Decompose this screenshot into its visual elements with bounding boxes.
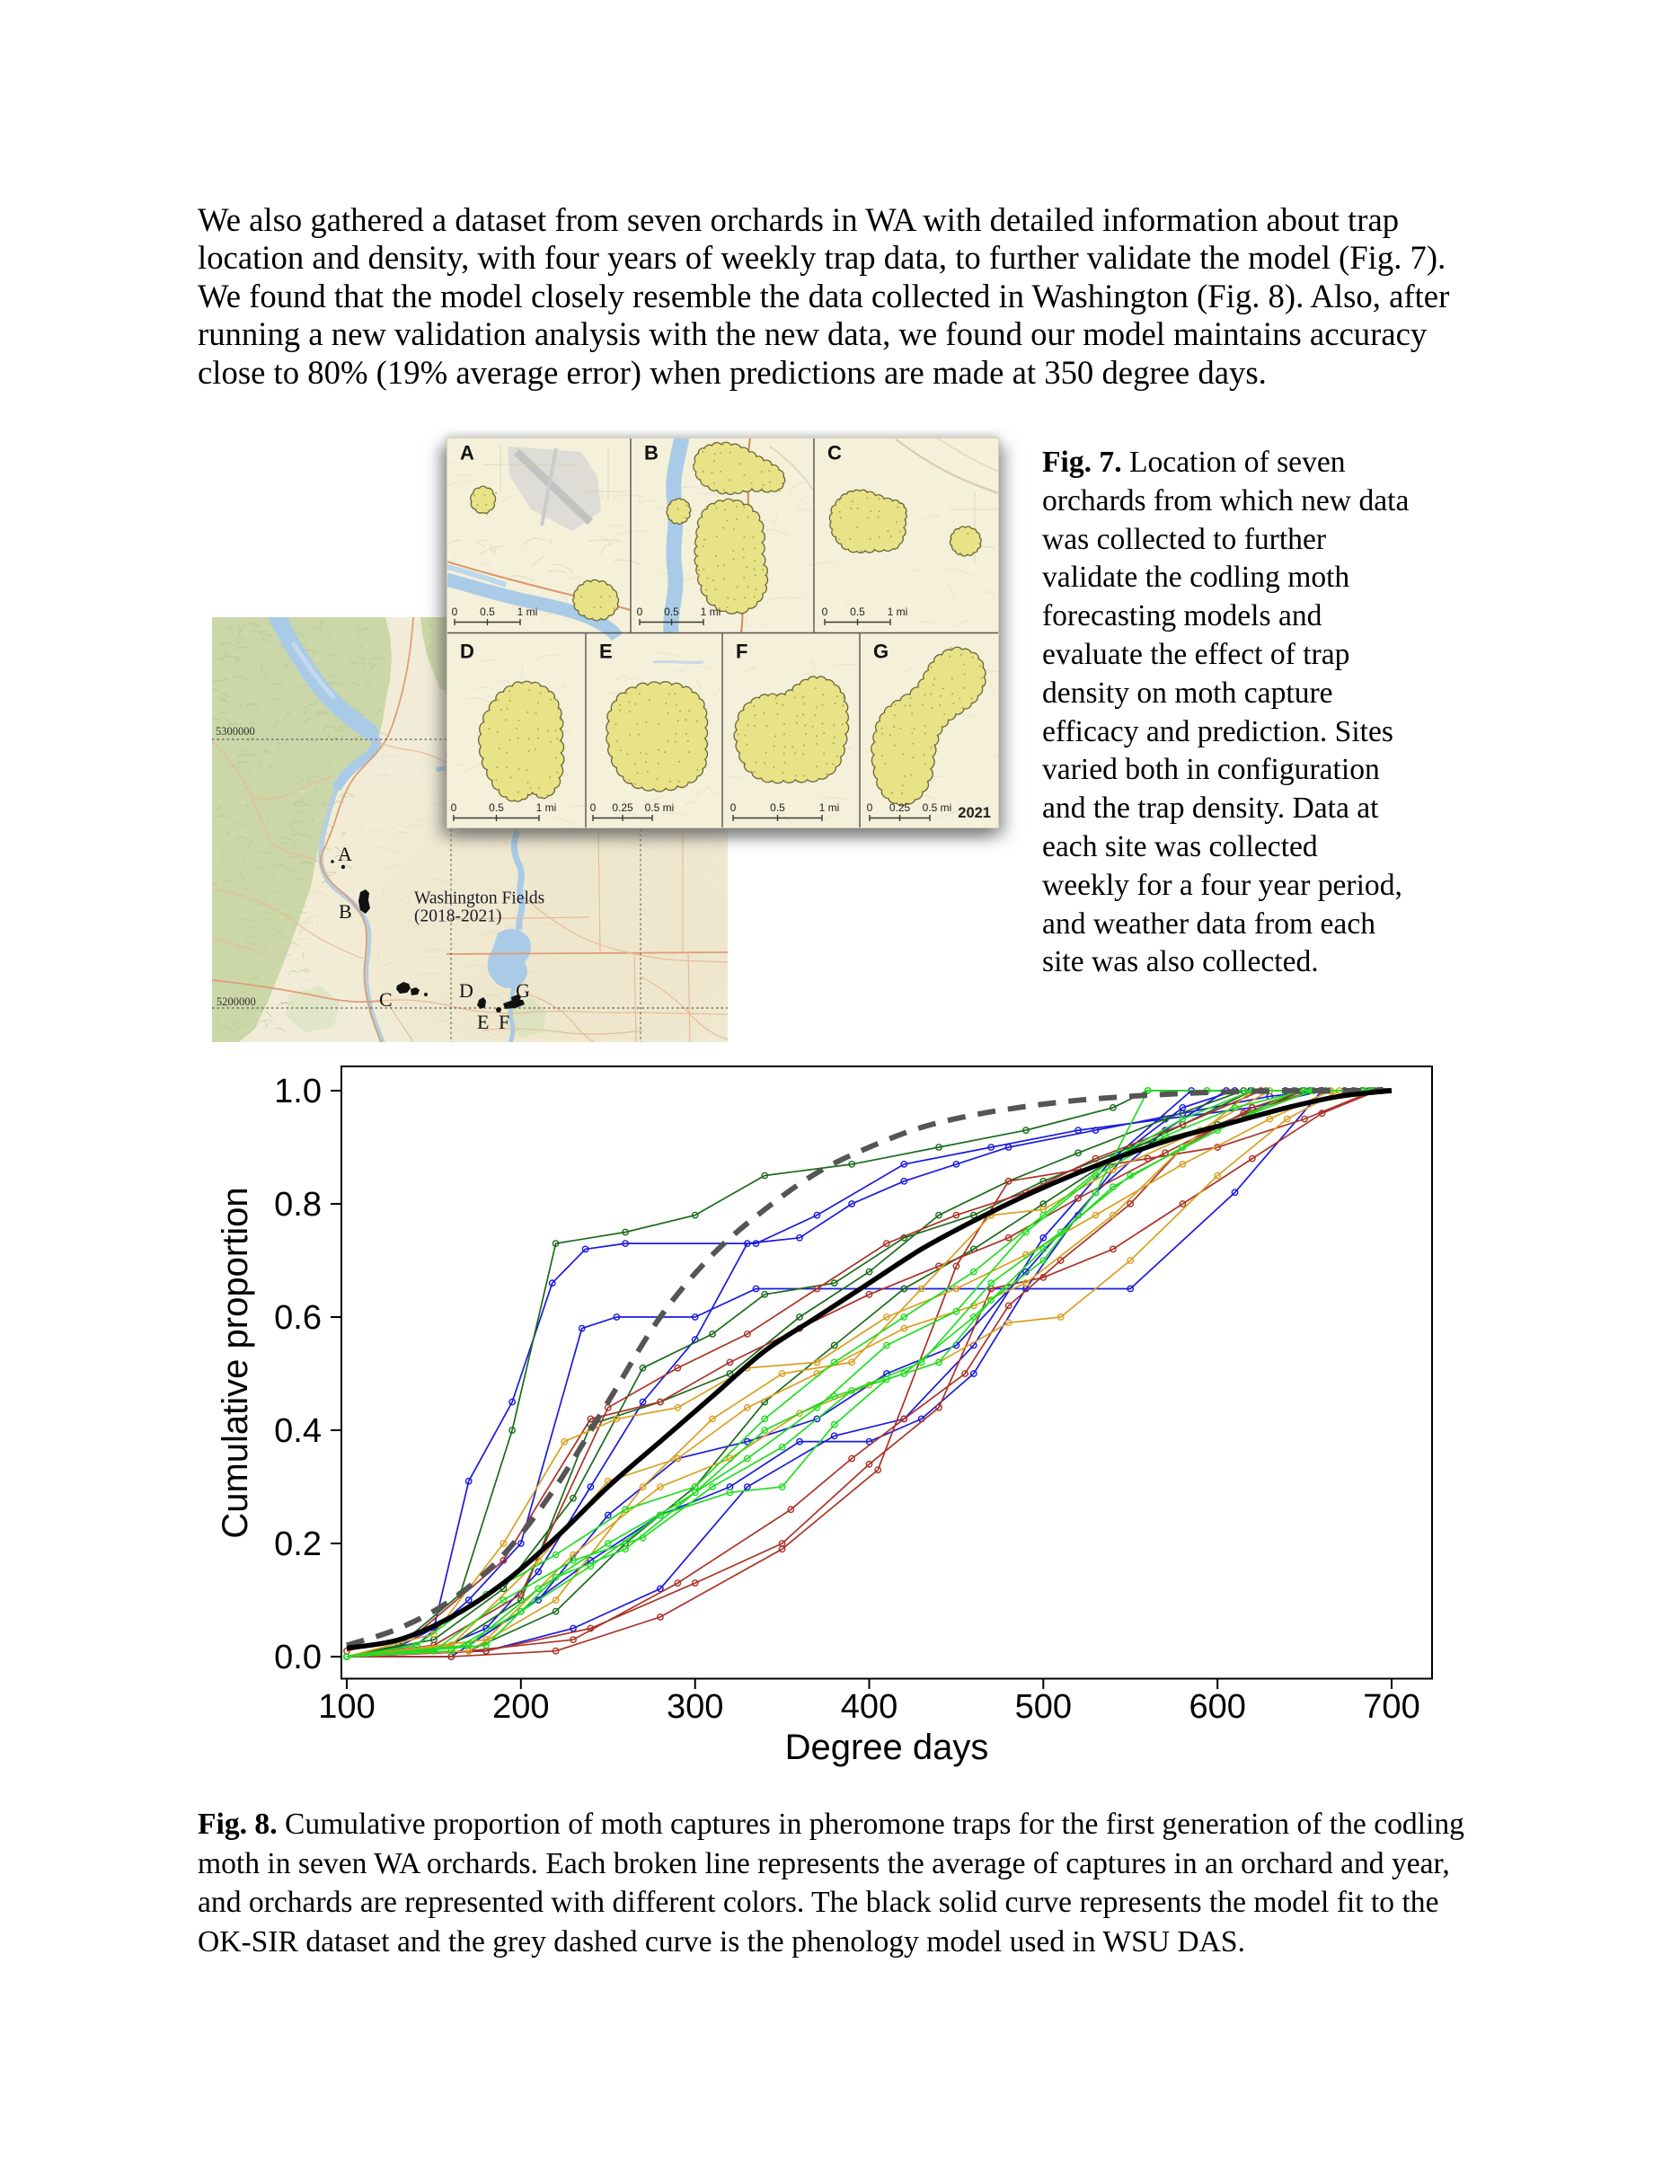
svg-text:A: A: [460, 442, 474, 464]
svg-text:F: F: [736, 641, 747, 663]
svg-text:200: 200: [492, 1688, 549, 1726]
svg-text:0.5 mi: 0.5 mi: [923, 801, 952, 814]
svg-text:B: B: [339, 900, 352, 923]
svg-text:E: E: [599, 641, 613, 663]
svg-text:Washington Fields: Washington Fields: [414, 889, 544, 908]
svg-text:E: E: [477, 1011, 489, 1033]
svg-text:0.5: 0.5: [770, 801, 785, 814]
svg-text:1 mi: 1 mi: [536, 801, 557, 814]
svg-text:Cumulative proportion: Cumulative proportion: [216, 1187, 255, 1538]
svg-text:A: A: [338, 843, 352, 865]
svg-text:D: D: [459, 979, 473, 1002]
svg-text:0.25: 0.25: [889, 801, 911, 814]
svg-text:0.8: 0.8: [274, 1186, 322, 1224]
svg-text:5200000: 5200000: [217, 995, 256, 1008]
svg-text:C: C: [827, 442, 842, 464]
svg-text:D: D: [460, 641, 474, 663]
svg-text:1.0: 1.0: [274, 1073, 322, 1110]
svg-text:0.6: 0.6: [274, 1299, 322, 1337]
svg-text:0: 0: [590, 801, 597, 814]
svg-text:(2018-2021): (2018-2021): [414, 907, 501, 926]
svg-text:C: C: [379, 988, 393, 1011]
svg-text:G: G: [873, 641, 889, 663]
svg-text:F: F: [499, 1011, 509, 1033]
svg-text:0: 0: [867, 801, 873, 814]
svg-text:100: 100: [318, 1688, 375, 1726]
svg-text:0.0: 0.0: [274, 1639, 322, 1676]
svg-text:0: 0: [452, 606, 458, 618]
svg-text:1 mi: 1 mi: [888, 606, 908, 618]
svg-text:600: 600: [1189, 1688, 1245, 1726]
svg-text:0.5: 0.5: [664, 606, 679, 618]
svg-text:700: 700: [1363, 1688, 1419, 1726]
svg-text:0: 0: [730, 801, 737, 814]
svg-text:2021: 2021: [958, 805, 991, 821]
svg-text:300: 300: [667, 1688, 723, 1726]
svg-text:1 mi: 1 mi: [701, 606, 721, 618]
svg-text:1 mi: 1 mi: [517, 606, 538, 618]
svg-text:0.5: 0.5: [489, 801, 504, 814]
svg-text:400: 400: [841, 1688, 897, 1726]
svg-text:Degree days: Degree days: [785, 1728, 989, 1767]
svg-text:0.2: 0.2: [274, 1525, 322, 1563]
svg-text:0.25: 0.25: [612, 801, 633, 814]
svg-text:0.5: 0.5: [480, 606, 495, 618]
svg-text:0: 0: [822, 606, 828, 618]
svg-text:B: B: [644, 442, 659, 464]
svg-text:1 mi: 1 mi: [819, 801, 840, 814]
svg-text:0: 0: [637, 606, 643, 618]
svg-text:0.5: 0.5: [850, 606, 865, 618]
svg-text:0.5 mi: 0.5 mi: [645, 801, 675, 814]
svg-text:500: 500: [1015, 1688, 1072, 1726]
svg-text:0.4: 0.4: [274, 1412, 322, 1450]
svg-text:5300000: 5300000: [216, 725, 255, 738]
svg-text:0: 0: [451, 801, 457, 814]
